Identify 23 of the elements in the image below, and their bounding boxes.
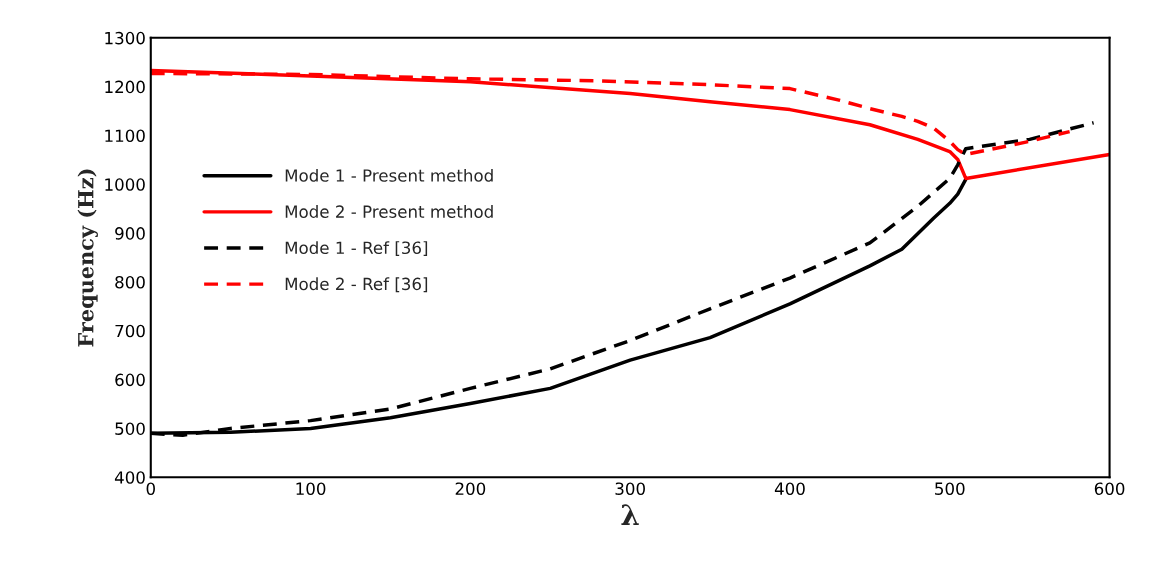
y-tick-label: 1200 [105,80,145,94]
x-tick-label: 100 [296,482,326,495]
legend-label: Mode 1 - Present method [285,168,493,182]
y-tick-label: 500 [115,422,145,435]
y-tick-label: 1100 [105,129,145,143]
x-tick-label: 0 [146,482,155,495]
y-tick-label: 700 [115,324,145,338]
y-tick-label: 900 [115,227,145,240]
y-tick-label: 800 [115,275,145,289]
y-tick-label: 1000 [105,178,145,191]
x-tick-label: 600 [1094,482,1125,495]
y-tick-label: 400 [114,471,145,484]
y-tick-label: 600 [115,373,145,387]
legend-label: Mode 2 - Ref [36] [285,277,428,293]
x-axis-title: λ [621,504,639,525]
x-tick-label: 400 [774,482,805,495]
x-tick-label: 300 [615,482,645,495]
legend-label: Mode 1 - Ref [36] [285,241,428,257]
x-tick-label: 500 [935,482,965,495]
y-axis-title: Frequency (Hz) [77,169,98,347]
legend-label: Mode 2 - Present method [285,205,493,218]
y-tick-label: 1300 [105,31,145,45]
x-tick-label: 200 [455,482,486,495]
